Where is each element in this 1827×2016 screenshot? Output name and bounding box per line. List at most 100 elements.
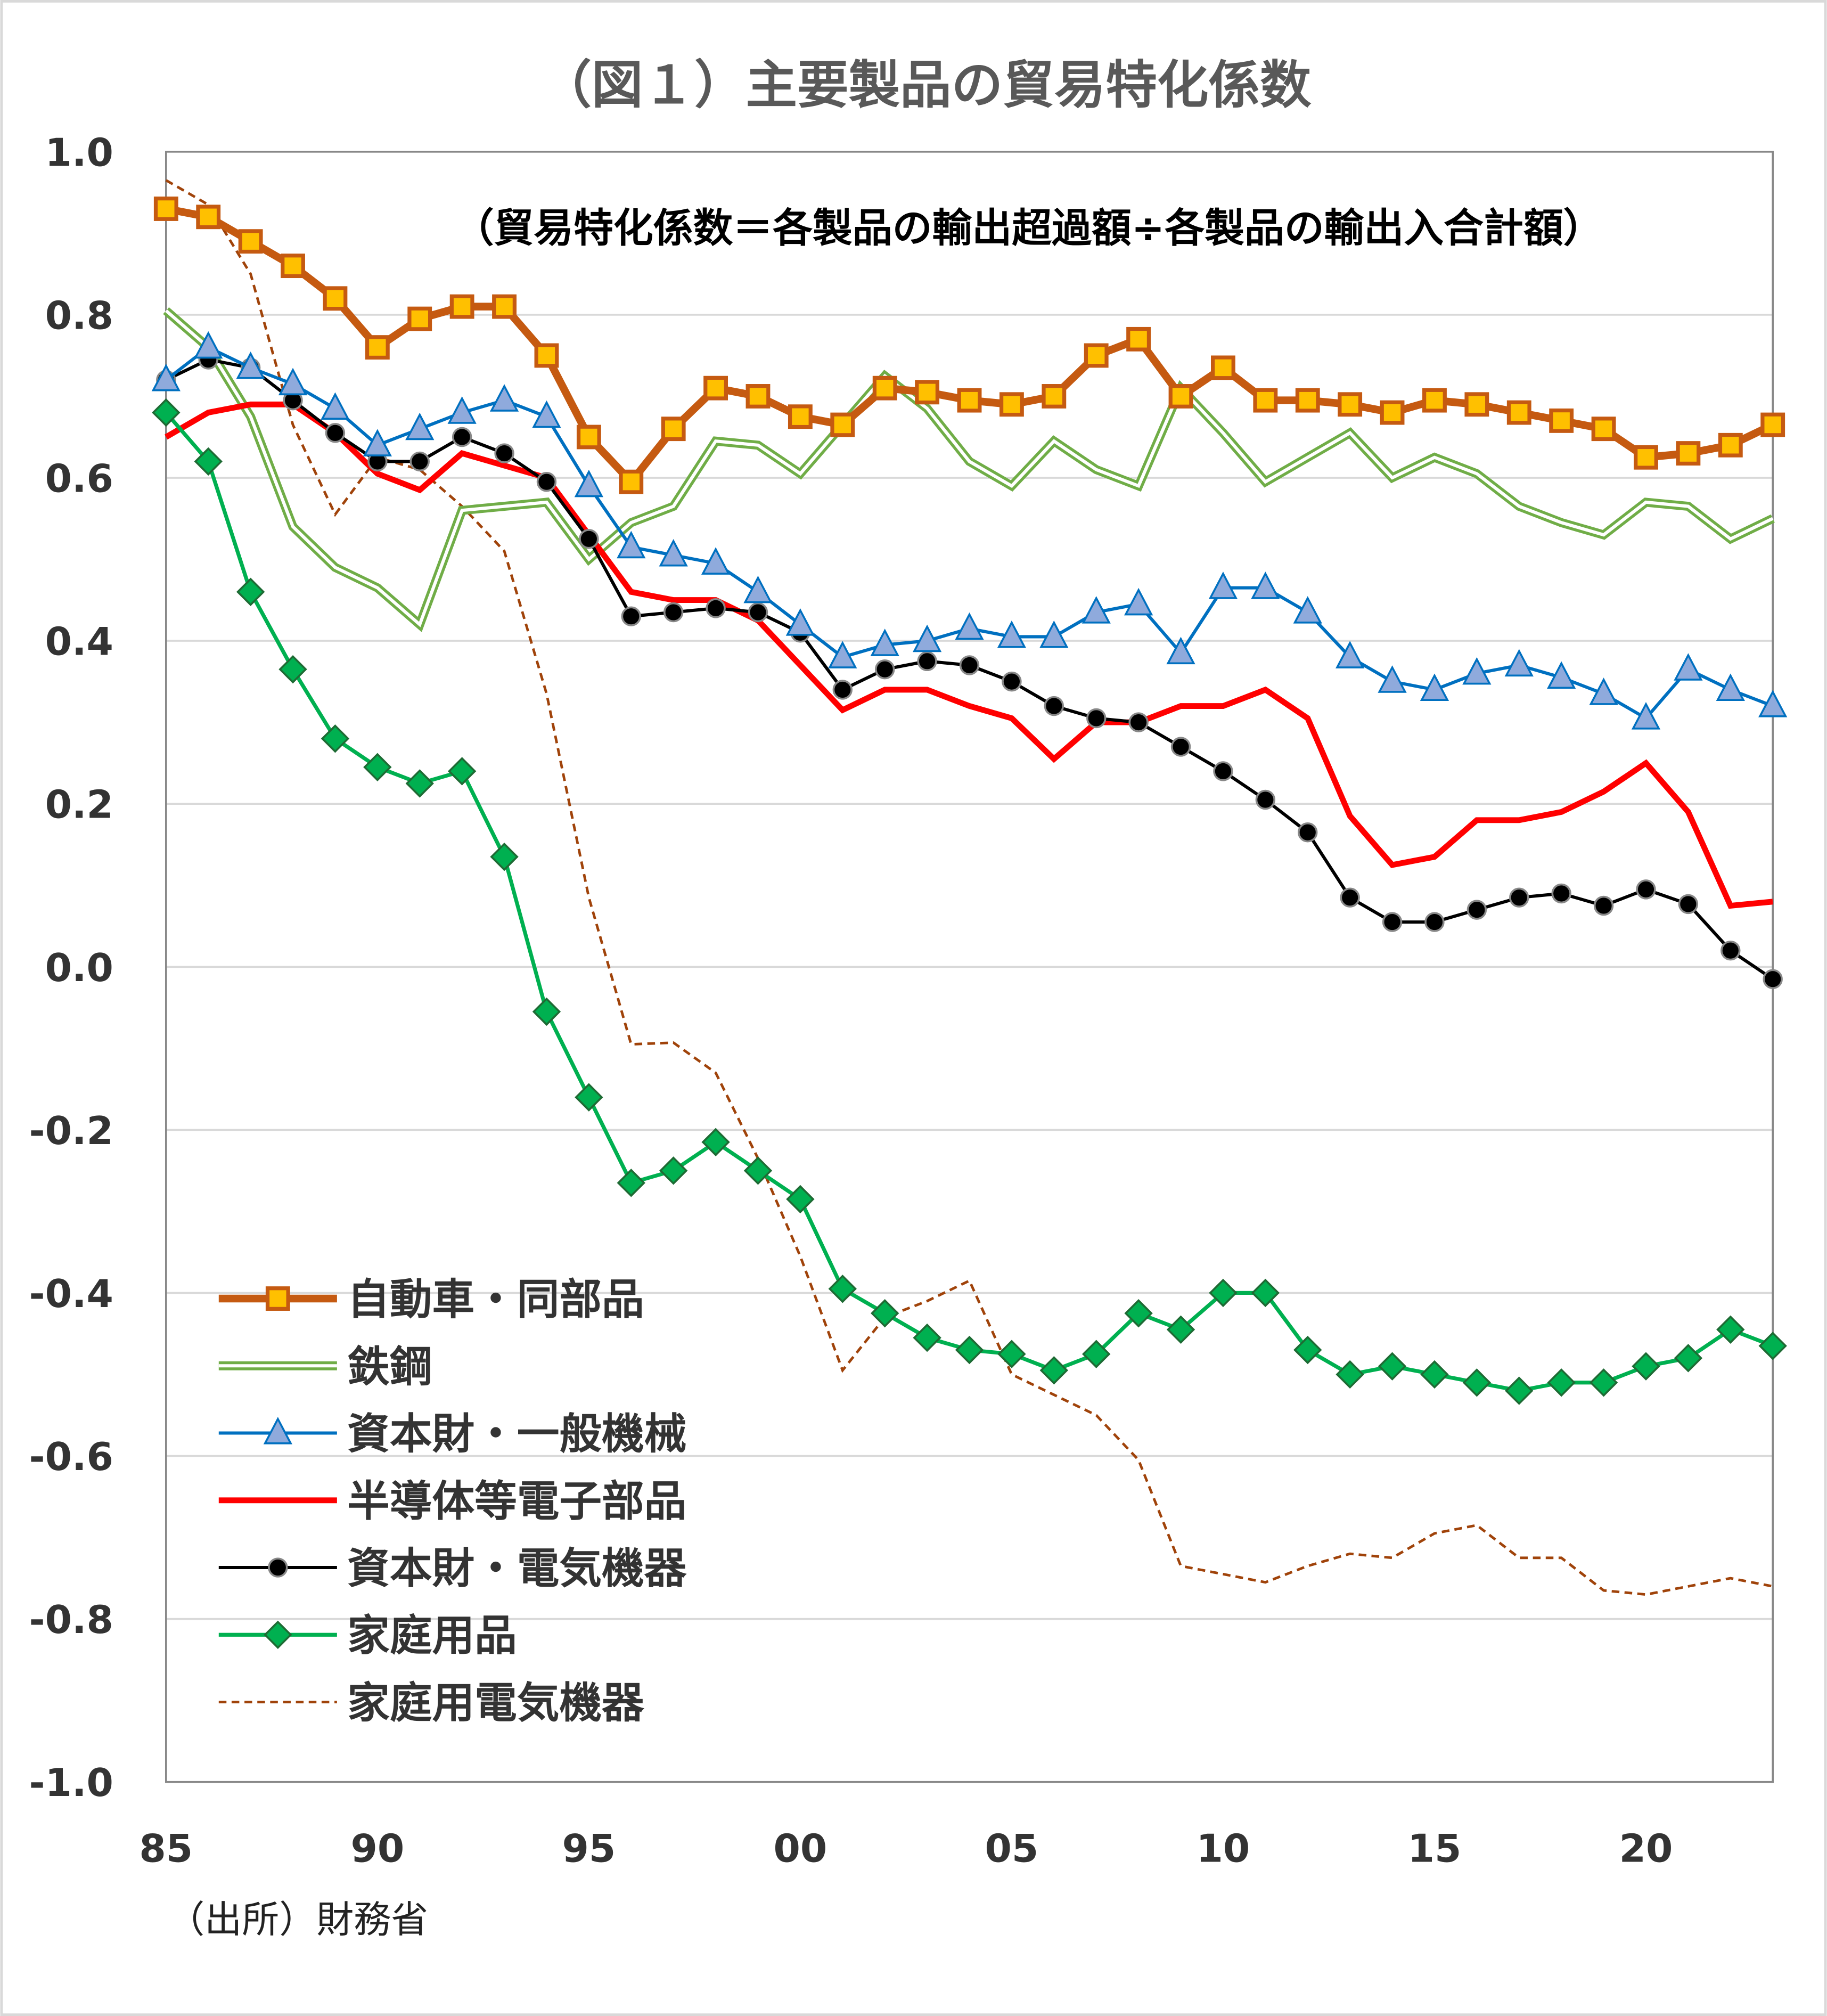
triangle-marker: [785, 608, 815, 636]
diamond-marker: [617, 1169, 645, 1197]
circle-marker: [1128, 712, 1149, 732]
y-tick-label: 0.4: [45, 620, 113, 665]
triangle-marker: [1293, 596, 1322, 624]
x-tick-label: 95: [562, 1826, 616, 1871]
square-marker: [407, 306, 432, 331]
diamond-marker: [1293, 1335, 1322, 1365]
diamond-marker: [532, 997, 561, 1026]
chart-title: （図１）主要製品の貿易特化係数: [540, 55, 1312, 115]
circle-marker: [1551, 883, 1571, 904]
square-marker: [1042, 384, 1067, 409]
triangle-marker: [321, 392, 350, 420]
triangle-marker: [1124, 587, 1153, 616]
legend-label: 半導体等電子部品: [347, 1476, 686, 1526]
circle-marker: [832, 680, 853, 700]
circle-marker: [1298, 822, 1318, 843]
circle-marker: [874, 659, 895, 680]
diamond-marker: [1589, 1368, 1618, 1397]
series-0: [153, 197, 1785, 494]
diamond-marker: [1378, 1352, 1407, 1381]
triangle-marker: [1758, 690, 1788, 717]
square-marker: [323, 286, 348, 311]
square-marker: [1338, 392, 1363, 417]
square-marker: [619, 469, 644, 494]
circle-marker: [1593, 895, 1614, 916]
series-2: [151, 331, 1788, 730]
circle-marker: [748, 602, 768, 623]
circle-marker: [1213, 761, 1233, 781]
circle-marker: [621, 606, 641, 626]
diamond-marker: [1505, 1376, 1534, 1405]
diamond-marker: [447, 757, 477, 786]
triangle-marker: [1378, 665, 1407, 693]
circle-marker: [1382, 912, 1403, 932]
diamond-marker: [1758, 1332, 1787, 1360]
triangle-marker: [1039, 620, 1069, 648]
square-marker: [1760, 412, 1785, 437]
legend-item: 家庭用電気機器: [218, 1678, 645, 1727]
square-marker: [492, 294, 517, 319]
legend-item: 資本財・電気機器: [218, 1544, 687, 1593]
circle-marker: [452, 427, 472, 447]
legend-item: 家庭用品: [218, 1611, 517, 1660]
triangle-marker: [574, 469, 604, 497]
square-marker: [365, 335, 390, 360]
y-tick-label: 0.0: [45, 946, 113, 991]
square-marker: [703, 376, 728, 401]
circle-marker: [1424, 912, 1445, 932]
y-tick-label: -0.4: [29, 1272, 113, 1317]
legend-label: 資本財・電気機器: [347, 1544, 687, 1593]
circle-marker: [959, 655, 980, 675]
legend-label: 自動車・同部品: [347, 1275, 644, 1324]
circle-marker: [536, 471, 557, 492]
triangle-marker: [278, 368, 308, 396]
diamond-marker: [997, 1340, 1026, 1368]
triangle-marker: [532, 400, 561, 428]
circle-marker: [409, 451, 430, 472]
legend-label: 家庭用電気機器: [347, 1678, 645, 1727]
triangle-marker: [912, 624, 942, 652]
y-tick-label: 0.2: [45, 783, 113, 828]
x-tick-label: 00: [774, 1826, 828, 1871]
series-line: [165, 179, 1773, 1596]
y-tick-label: -0.6: [29, 1435, 113, 1480]
x-tick-label: 05: [985, 1826, 1039, 1871]
square-marker: [238, 229, 263, 254]
triangle-marker: [1631, 702, 1661, 730]
diamond-marker: [152, 398, 181, 427]
square-marker: [1126, 327, 1151, 352]
circle-marker: [325, 423, 346, 443]
square-marker: [872, 376, 897, 401]
triangle-marker: [151, 363, 181, 391]
chart-subtitle: （貿易特化係数＝各製品の輸出超過額÷各製品の輸出入合計額）: [454, 205, 1603, 251]
diamond-marker: [1039, 1356, 1069, 1385]
circle-marker: [1170, 737, 1191, 757]
square-marker: [1380, 400, 1405, 425]
square-marker: [915, 380, 940, 405]
triangle-marker: [1589, 678, 1618, 705]
square-marker: [999, 392, 1024, 417]
diamond-marker: [405, 769, 434, 798]
triangle-marker: [828, 641, 857, 668]
y-tick-label: -0.8: [29, 1598, 113, 1643]
circle-marker: [1636, 879, 1656, 900]
circle-marker: [1763, 969, 1783, 989]
square-marker: [1506, 400, 1531, 425]
circle-marker: [1678, 894, 1699, 915]
legend-label: 資本財・一般機械: [347, 1409, 686, 1459]
series-5: [152, 398, 1787, 1405]
y-tick-label: -0.2: [29, 1109, 113, 1154]
diamond-marker: [1166, 1315, 1195, 1344]
diamond-marker: [743, 1156, 773, 1185]
triangle-marker: [870, 629, 899, 656]
triangle-marker: [1166, 636, 1195, 665]
triangle-marker: [447, 396, 477, 424]
triangle-marker: [363, 429, 392, 456]
diamond-marker: [1462, 1368, 1492, 1397]
triangle-marker: [617, 530, 646, 559]
square-marker: [153, 197, 178, 221]
diamond-marker: [955, 1335, 984, 1365]
triangle-marker: [489, 384, 519, 412]
triangle-marker: [1504, 649, 1534, 677]
